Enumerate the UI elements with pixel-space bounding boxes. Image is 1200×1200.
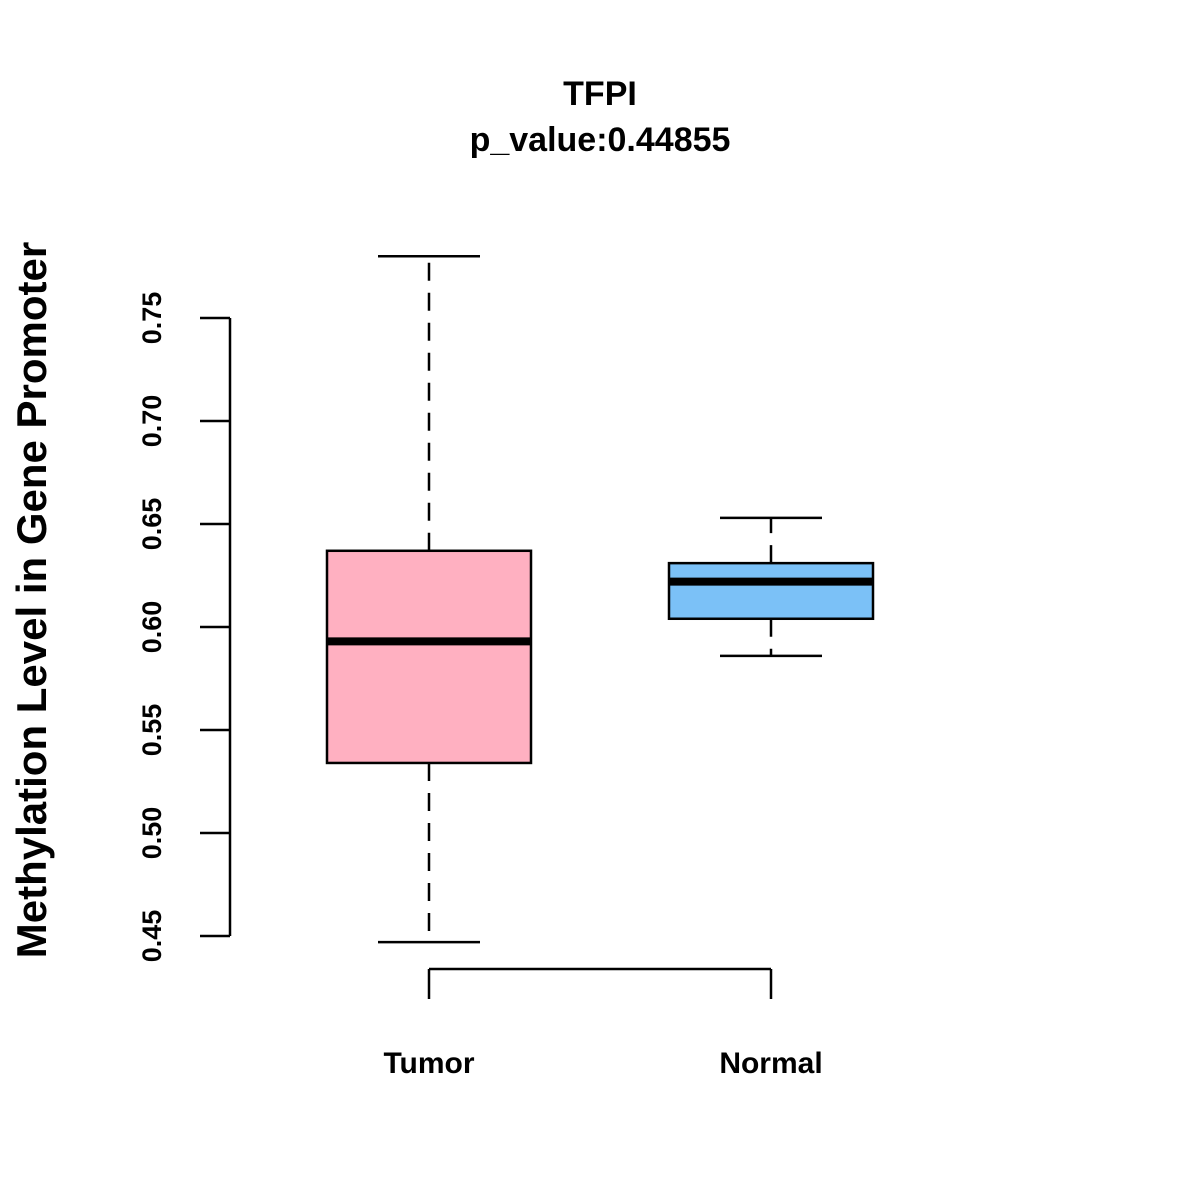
chart-subtitle: p_value:0.44855 (470, 121, 731, 159)
y-tick-label: 0.75 (137, 292, 167, 345)
boxes-layer (325, 254, 875, 944)
chart-title: TFPI (563, 75, 637, 113)
y-tick-label: 0.50 (137, 807, 167, 860)
box-body (667, 561, 875, 621)
x-tick-label: Normal (719, 1047, 822, 1080)
box-tumor (325, 254, 533, 944)
y-axis: 0.45 0.50 0.55 0.60 0.65 0.70 0.75 (137, 292, 232, 963)
y-tick-label: 0.60 (137, 601, 167, 654)
y-axis-label: Methylation Level in Gene Promoter (8, 242, 55, 958)
x-axis: Tumor Normal (383, 967, 823, 1080)
y-tick-label: 0.70 (137, 395, 167, 448)
y-tick-label: 0.65 (137, 498, 167, 551)
y-tick-label: 0.45 (137, 910, 167, 963)
y-tick-label: 0.55 (137, 704, 167, 757)
x-tick-label: Tumor (383, 1047, 474, 1080)
box-body (325, 549, 533, 765)
box-normal (667, 516, 875, 658)
